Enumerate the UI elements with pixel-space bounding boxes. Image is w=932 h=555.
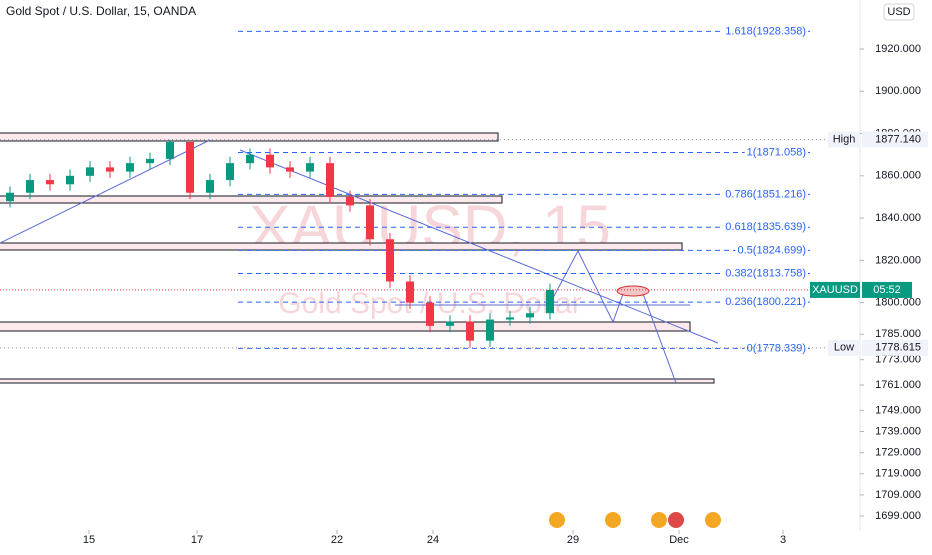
level-name-bg (828, 339, 860, 356)
candle-body (206, 180, 214, 193)
candle-body (326, 163, 334, 197)
level-value: 1778.615 (875, 342, 921, 354)
y-tick-label: 1729.000 (875, 447, 921, 459)
candle-body (66, 175, 74, 185)
y-tick-label: 1761.000 (875, 379, 921, 391)
x-tick-label: 15 (83, 534, 95, 546)
watermark: XAUUSD, 15 Gold Spot / U.S. Dollar (249, 193, 611, 320)
zone (0, 242, 683, 251)
candle-body (126, 163, 134, 172)
level-name: Low (834, 342, 854, 354)
event-icon[interactable] (651, 512, 667, 528)
x-tick-label: 29 (567, 534, 579, 546)
candle-body (286, 167, 294, 172)
candle-body (386, 239, 394, 282)
candle-body (226, 163, 234, 181)
candle-body (106, 167, 114, 172)
candle-body (166, 142, 174, 159)
y-tick-label: 1860.000 (875, 170, 921, 182)
y-tick-label: 1840.000 (875, 212, 921, 224)
y-tick-label: 1800.000 (875, 297, 921, 309)
candle-body (446, 321, 454, 326)
level-value: 1877.140 (875, 134, 921, 146)
y-tick-label: 1749.000 (875, 404, 921, 416)
fib-label: 1(1871.058) (747, 146, 806, 158)
y-tick-label: 1739.000 (875, 425, 921, 437)
zone (0, 378, 715, 384)
fib-label: 0.382(1813.758) (725, 267, 806, 279)
zone (0, 195, 503, 204)
candle-body (86, 167, 94, 176)
event-icons (549, 512, 721, 528)
fib-label-bg (723, 188, 808, 201)
fib-label-bg (723, 221, 808, 234)
currency-label[interactable]: USD (887, 6, 910, 18)
fib-label: 1.618(1928.358) (725, 25, 806, 37)
x-tick-label: 17 (191, 534, 203, 546)
x-tick-label: 22 (331, 534, 343, 546)
y-tick-label: 1773.000 (875, 354, 921, 366)
candle-body (366, 205, 374, 240)
fib-label-bg (723, 267, 808, 280)
y-tick-label: 1699.000 (875, 510, 921, 522)
y-tick-label: 1820.000 (875, 254, 921, 266)
fib-label-bg (744, 146, 808, 159)
fib-label: 0.236(1800.221) (725, 296, 806, 308)
fib-label-bg (723, 296, 808, 309)
candle-body (46, 180, 54, 185)
candle-body (546, 289, 554, 314)
drawings (0, 132, 719, 384)
candle-body (526, 313, 534, 318)
candle-body (306, 163, 314, 172)
y-tick-label: 1920.000 (875, 43, 921, 55)
level-name-bg (828, 131, 860, 148)
symbol-tag-label: XAUUSD (812, 284, 858, 296)
candle-body (506, 317, 514, 320)
y-tick-label: 1900.000 (875, 85, 921, 97)
event-icon[interactable] (705, 512, 721, 528)
y-tick-label: 1709.000 (875, 489, 921, 501)
projection-path (552, 249, 677, 384)
candle-body (146, 158, 154, 164)
trendline (239, 149, 719, 344)
level-value-bg (862, 131, 928, 148)
candle-body (6, 192, 14, 202)
countdown-tag (862, 281, 912, 298)
x-tick-label: 24 (427, 534, 439, 546)
fib-label: 0.5(1824.699) (738, 244, 807, 256)
fib-label-bg (723, 25, 808, 38)
fib-label: 0.786(1851.216) (725, 188, 806, 200)
candle-body (26, 180, 34, 193)
candle-body (406, 281, 414, 303)
candle-body (246, 154, 254, 164)
trendline (0, 139, 211, 244)
watermark-symbol: XAUUSD, 15 (249, 193, 611, 262)
y-tick-label: 1785.000 (875, 328, 921, 340)
event-icon[interactable] (549, 512, 565, 528)
y-tick-label: 1719.000 (875, 468, 921, 480)
zone (0, 321, 691, 332)
event-icon[interactable] (605, 512, 621, 528)
candle-body (266, 154, 274, 168)
fib-label-bg (735, 244, 808, 257)
zone (0, 132, 499, 142)
chart-title: Gold Spot / U.S. Dollar, 15, OANDA (6, 4, 196, 18)
candle-body (486, 319, 494, 341)
symbol-tag (810, 281, 860, 298)
countdown-label: 05:52 (873, 284, 901, 296)
event-icon[interactable] (668, 512, 684, 528)
candle-body (186, 142, 194, 193)
x-tick-label: Dec (669, 534, 689, 546)
level-name: High (833, 134, 856, 146)
target-ellipse (616, 285, 650, 297)
currency-button[interactable] (883, 3, 915, 21)
candle-body (466, 321, 474, 341)
candle-body (346, 196, 354, 206)
candle-body (426, 302, 434, 326)
fib-label: 0.618(1835.639) (725, 221, 806, 233)
level-value-bg (862, 339, 928, 356)
x-tick-label: 3 (780, 534, 786, 546)
